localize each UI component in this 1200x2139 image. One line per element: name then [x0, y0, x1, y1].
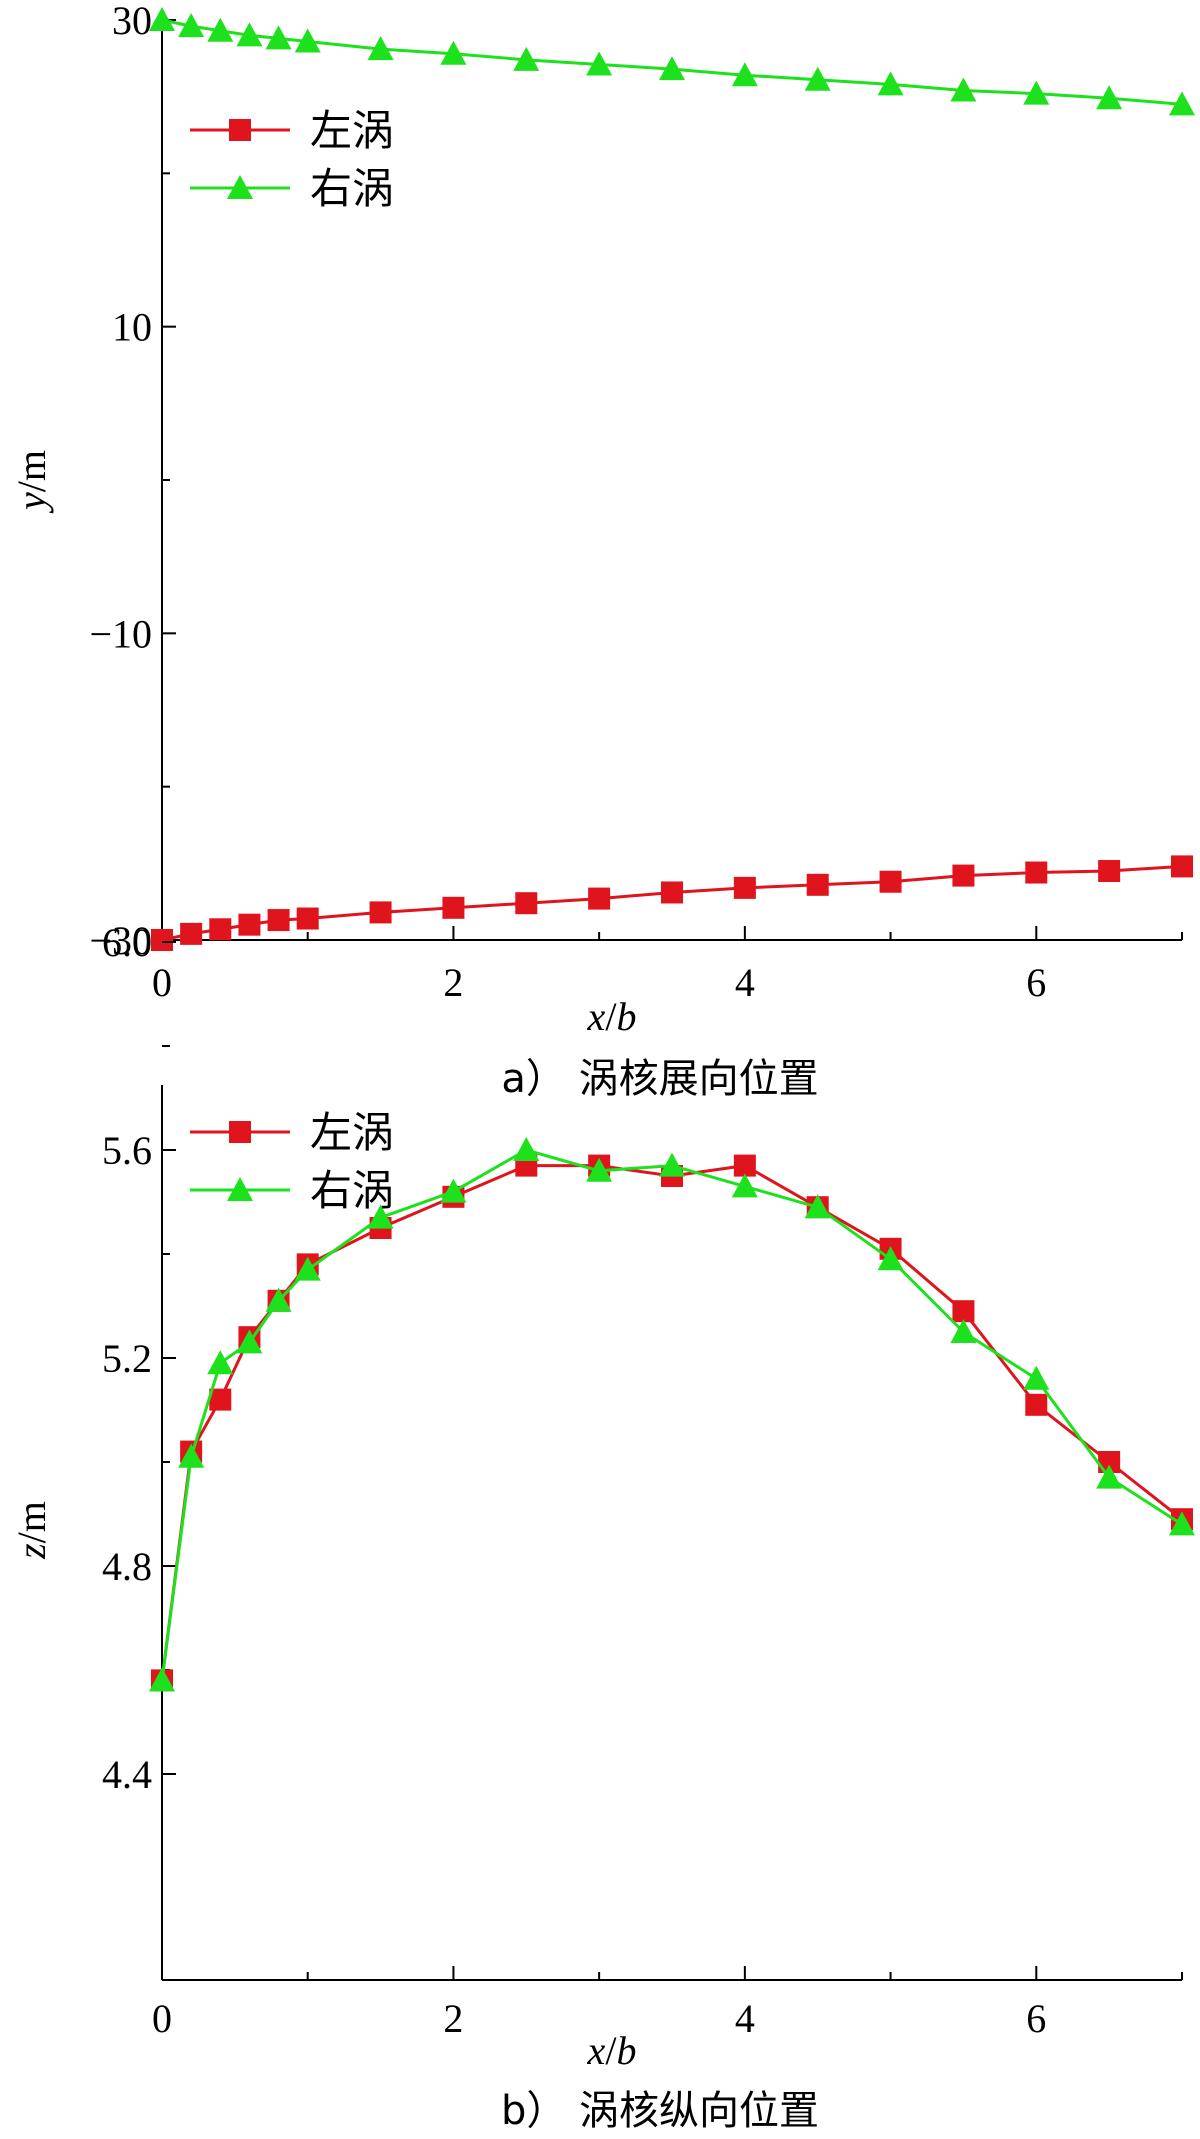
x-tick-label: 2 — [443, 960, 463, 1005]
data-point-right — [1096, 1464, 1123, 1489]
x-tick-label: 6 — [1026, 960, 1046, 1005]
legend-label-right: 右涡 — [310, 1166, 394, 1215]
data-point-right — [367, 1204, 394, 1229]
legend-label-right: 右涡 — [310, 164, 394, 213]
data-point-right — [513, 46, 540, 71]
data-point-right — [1169, 1511, 1195, 1536]
data-point-right — [659, 1152, 685, 1177]
data-point-right — [586, 1157, 613, 1182]
chart-caption: b） 涡核纵向位置 — [501, 2088, 819, 2134]
series-line-left — [160, 1164, 1183, 1681]
data-point-right — [178, 13, 205, 38]
y-tick-label: 5.2 — [102, 1336, 152, 1381]
data-point-left — [209, 918, 232, 941]
data-point-left — [733, 876, 756, 899]
data-point-right — [265, 1287, 292, 1312]
y-tick-label: 5.6 — [102, 1128, 152, 1173]
y-tick-label: −10 — [89, 611, 152, 656]
data-point-right — [1023, 80, 1050, 105]
data-point-right — [236, 1329, 263, 1354]
data-point-right — [804, 66, 831, 91]
data-point-left — [209, 1388, 232, 1411]
data-point-left — [296, 907, 319, 930]
data-point-right — [659, 56, 685, 81]
y-tick-label: −30 — [89, 918, 152, 963]
data-point-left — [1025, 1393, 1048, 1416]
legend-label-left: 左涡 — [310, 1108, 394, 1157]
data-point-left — [442, 896, 465, 919]
data-point-left — [952, 1300, 975, 1323]
data-point-right — [207, 1350, 234, 1375]
x-axis-label: x/b — [587, 994, 637, 1039]
data-point-right — [731, 1173, 758, 1198]
data-point-left — [369, 901, 392, 924]
data-point-right — [513, 1137, 540, 1161]
data-point-right — [440, 40, 467, 65]
legend-marker-left — [229, 1121, 251, 1143]
data-point-left — [238, 913, 261, 936]
legend-marker-right — [227, 175, 253, 199]
x-axis-label: x/b — [587, 2028, 637, 2073]
y-tick-label: 10 — [112, 305, 152, 350]
data-point-left — [806, 873, 829, 896]
x-tick-label: 6 — [1026, 1996, 1046, 2041]
data-point-right — [950, 77, 977, 102]
data-point-left — [515, 892, 538, 915]
y-tick-label: 6.0 — [102, 920, 152, 965]
data-point-left — [952, 864, 975, 887]
data-point-left — [588, 887, 611, 910]
data-point-left — [1098, 1451, 1121, 1473]
legend-marker-right — [227, 1177, 253, 1201]
data-point-left — [267, 909, 290, 932]
y-tick-label: 4.8 — [102, 1544, 152, 1589]
data-point-right — [877, 71, 904, 96]
data-point-right — [804, 1194, 831, 1219]
x-tick-label: 2 — [443, 1996, 463, 2041]
data-point-right — [149, 7, 175, 31]
data-point-right — [586, 51, 613, 76]
data-point-right — [149, 1667, 175, 1692]
data-point-right — [1169, 91, 1195, 116]
data-point-right — [236, 22, 263, 47]
data-point-right — [294, 1256, 321, 1281]
data-point-right — [440, 1178, 467, 1203]
data-point-right — [1096, 85, 1123, 110]
x-tick-label: 4 — [735, 960, 755, 1005]
data-point-left — [151, 929, 173, 951]
y-tick-label: 30 — [112, 0, 152, 43]
data-point-right — [877, 1246, 904, 1271]
data-point-right — [265, 25, 292, 50]
y-axis-label: z/m — [9, 1501, 54, 1560]
chart-caption: a） 涡核展向位置 — [501, 1056, 818, 1102]
data-point-right — [294, 28, 321, 53]
data-point-right — [731, 62, 758, 87]
y-axis-label: y/m — [9, 450, 54, 514]
data-point-left — [661, 881, 683, 904]
x-tick-label: 0 — [152, 960, 172, 1005]
data-point-left — [180, 922, 203, 945]
x-tick-label: 4 — [735, 1996, 755, 2041]
data-point-right — [178, 1443, 205, 1468]
legend-marker-left — [229, 119, 251, 141]
y-tick-label: 4.4 — [102, 1752, 152, 1797]
data-point-right — [1023, 1365, 1050, 1390]
data-point-left — [1025, 861, 1048, 884]
data-point-left — [879, 870, 902, 893]
x-tick-label: 0 — [152, 1996, 172, 2041]
data-point-left — [733, 1154, 756, 1177]
data-point-left — [1098, 860, 1121, 882]
data-point-right — [950, 1319, 977, 1343]
data-point-left — [1171, 855, 1193, 878]
data-point-right — [207, 17, 234, 42]
legend-label-left: 左涡 — [310, 106, 394, 155]
data-point-right — [367, 36, 394, 61]
